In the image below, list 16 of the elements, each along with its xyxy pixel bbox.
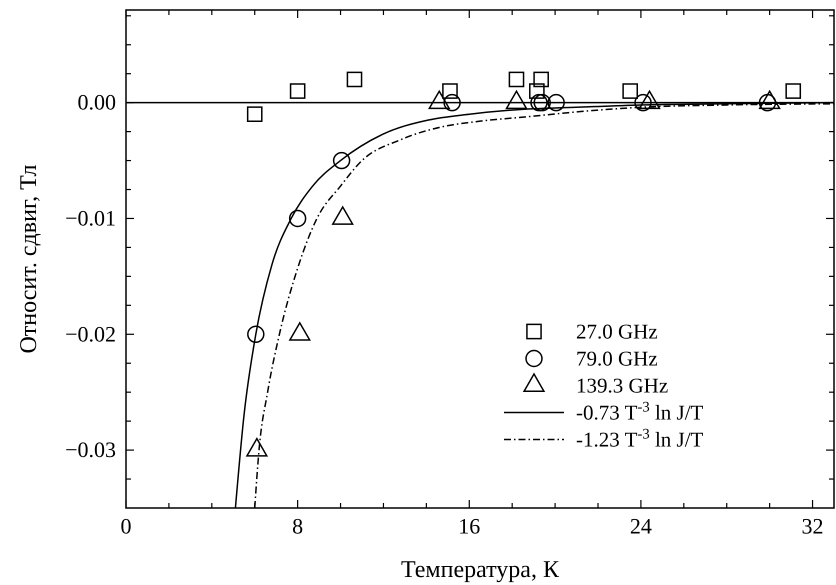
legend-label: -1.23 T$^{-3}$ ln J/T [576,426,704,452]
x-tick-label: 32 [802,514,824,539]
x-axis-title: Температура, К [401,557,560,583]
y-axis-title: Относит. сдвиг, Тл [16,164,42,354]
x-tick-label: 0 [120,514,132,539]
legend-label: 79.0 GHz [576,346,658,370]
y-tick-label: −0.03 [65,437,116,462]
y-tick-label: −0.01 [65,206,116,231]
x-tick-label: 8 [292,514,304,539]
y-tick-label: 0.00 [78,90,116,115]
legend-label: 27.0 GHz [576,320,658,344]
x-tick-label: 16 [458,514,480,539]
x-tick-label: 24 [630,514,652,539]
y-tick-label: −0.02 [65,321,116,346]
legend-label: -0.73 T$^{-3}$ ln J/T [576,400,704,424]
legend-label: 139.3 GHz [576,374,668,398]
